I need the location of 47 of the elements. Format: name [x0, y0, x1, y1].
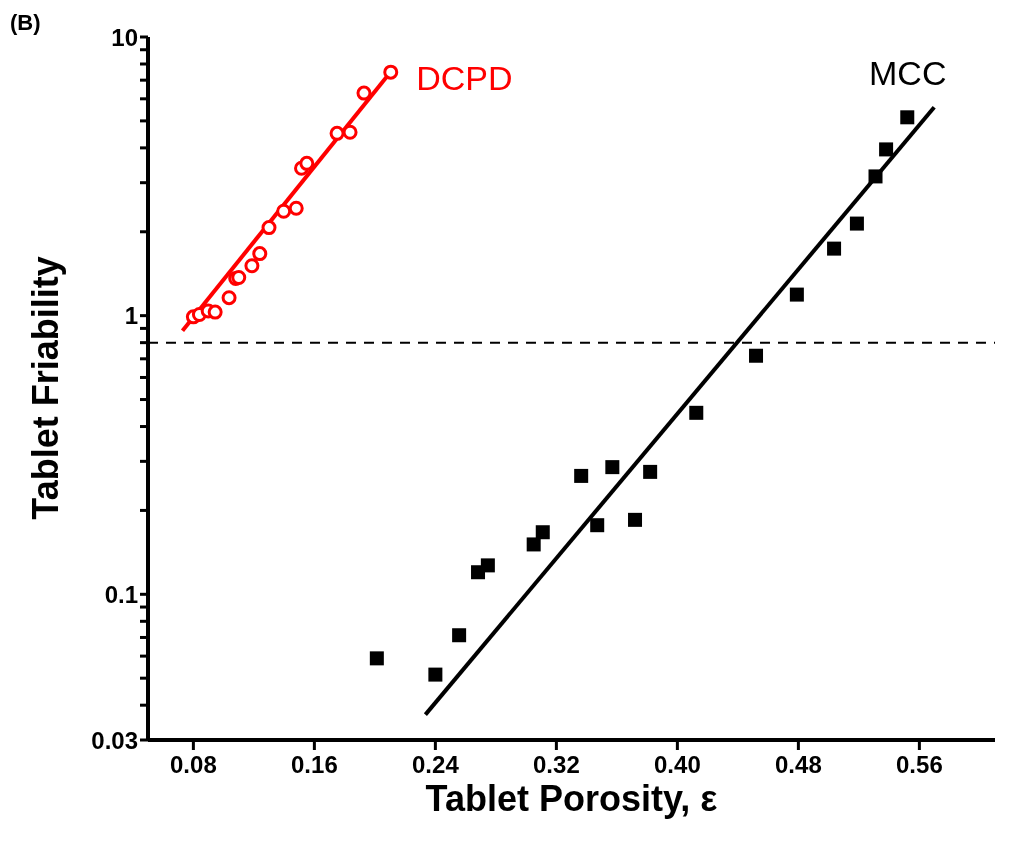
x-tick-label: 0.56	[896, 751, 943, 779]
point	[452, 628, 467, 643]
y-tick-label: 0.1	[104, 580, 138, 608]
point	[356, 85, 372, 101]
point	[643, 464, 658, 479]
point	[574, 468, 589, 483]
point	[207, 304, 223, 320]
point	[383, 64, 399, 80]
point	[288, 200, 304, 216]
point	[526, 537, 541, 552]
point	[789, 287, 804, 302]
point	[749, 348, 764, 363]
x-tick-label: 0.32	[533, 751, 580, 779]
point	[261, 220, 277, 236]
chart-title: (B)	[10, 10, 41, 36]
point	[329, 125, 345, 141]
point	[628, 512, 643, 527]
y-axis-title: Tablet Friability	[25, 256, 67, 520]
point	[605, 460, 620, 475]
point	[244, 258, 260, 274]
x-tick-label: 0.24	[412, 751, 460, 779]
point	[276, 203, 292, 219]
series-label: MCC	[869, 53, 947, 92]
x-tick-label: 0.08	[170, 751, 217, 779]
y-tick-label: 0.03	[91, 726, 138, 754]
point	[900, 110, 915, 125]
point	[428, 667, 443, 682]
point	[849, 216, 864, 231]
x-tick-label: 0.48	[775, 751, 822, 779]
point	[221, 290, 237, 306]
point	[827, 241, 842, 256]
x-tick-label: 0.40	[654, 751, 701, 779]
y-tick-label: 10	[111, 23, 138, 51]
point	[590, 518, 605, 533]
x-tick-label: 0.16	[291, 751, 338, 779]
y-tick-label: 1	[124, 302, 138, 330]
series-label: DCPD	[416, 58, 513, 97]
point	[868, 169, 883, 184]
point	[252, 246, 268, 262]
point	[369, 651, 384, 666]
x-axis-title: Tablet Porosity, ε	[424, 778, 719, 820]
point	[299, 155, 315, 171]
point	[342, 124, 358, 140]
point	[689, 405, 704, 420]
point	[879, 142, 894, 157]
point	[480, 558, 495, 573]
point	[535, 525, 550, 540]
